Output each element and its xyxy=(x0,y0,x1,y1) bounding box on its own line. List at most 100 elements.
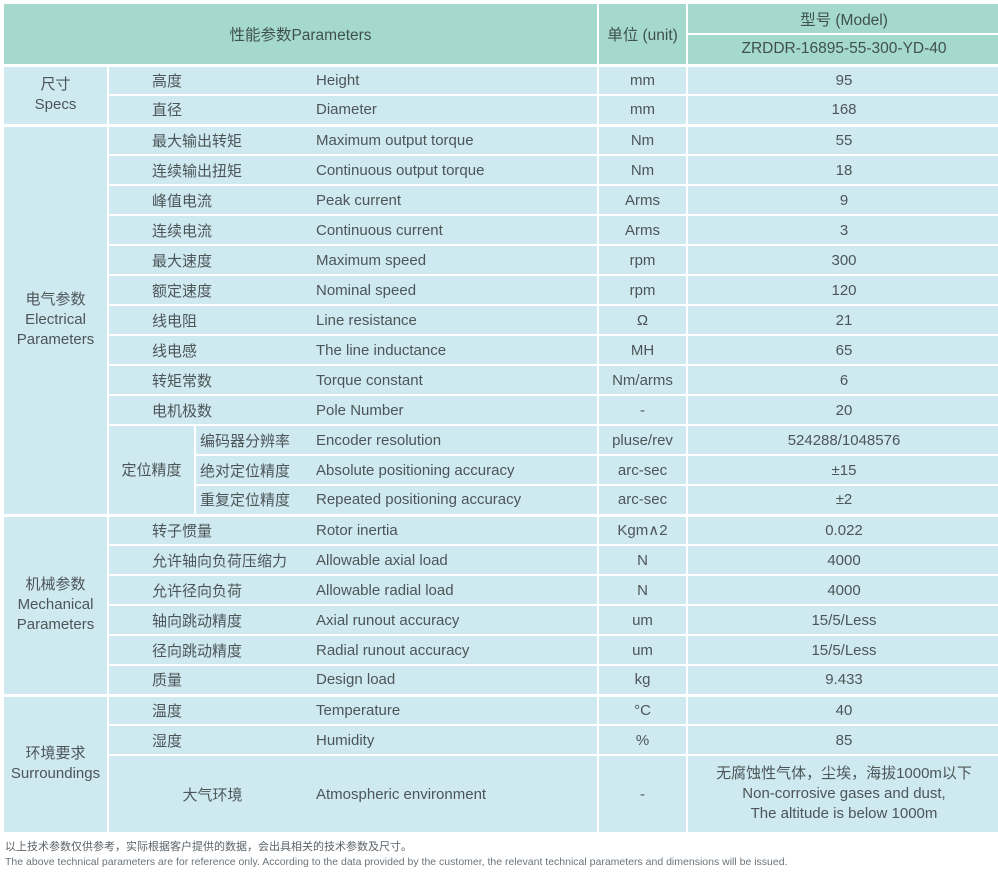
section-label-zh: 机械参数 xyxy=(25,576,86,594)
value-cell: 20 xyxy=(686,394,998,426)
param-label: 编码器分辨率 Encoder resolution xyxy=(196,430,597,451)
table-row: 允许径向负荷 Allowable radial load N 4000 xyxy=(3,574,998,606)
param-zh: 额定速度 xyxy=(152,282,213,300)
table-row: 最大速度 Maximum speed rpm 300 xyxy=(3,244,998,276)
value-cell: 4000 xyxy=(686,544,998,576)
param-label-cell: 线电阻 Line resistance xyxy=(107,304,599,336)
param-en: Axial runout accuracy xyxy=(316,611,460,629)
param-en: Pole Number xyxy=(316,401,404,419)
param-label: 允许轴向负荷压缩力 Allowable axial load xyxy=(109,550,597,571)
unit-cell: Nm/arms xyxy=(597,364,688,396)
table-row: 轴向跳动精度 Axial runout accuracy um 15/5/Less xyxy=(3,604,998,636)
param-en: Humidity xyxy=(316,731,375,749)
subgroup-label: 定位精度 xyxy=(107,424,196,516)
param-label-cell: 编码器分辨率 Encoder resolution xyxy=(194,424,599,456)
value-cell: 65 xyxy=(686,334,998,366)
section-header-surroundings: 环境要求 Surroundings xyxy=(2,693,109,834)
value-line: Non-corrosive gases and dust, xyxy=(742,785,946,803)
param-zh: 转矩常数 xyxy=(152,372,213,390)
param-label: 电机极数 Pole Number xyxy=(109,400,597,421)
footnote-zh: 以上技术参数仅供参考，实际根据客户提供的数据，会出具相关的技术参数及尺寸。 xyxy=(5,841,412,853)
table-row: 湿度 Humidity% 85 xyxy=(3,724,998,756)
param-en: Height xyxy=(316,71,360,89)
unit-cell: - xyxy=(597,754,688,834)
unit-cell: arc-sec xyxy=(597,454,688,486)
section-label-en: Parameters xyxy=(16,330,95,348)
param-zh: 温度 xyxy=(152,702,183,720)
param-en: Diameter xyxy=(316,101,377,119)
section-label-en: Mechanical xyxy=(17,596,94,614)
unit-cell: Arms xyxy=(597,184,688,216)
table-header: 性能参数Parameters 单位 (unit) 型号 (Model) ZRDD… xyxy=(2,2,998,66)
table-row: 连续输出扭矩 Continuous output torque Nm 18 xyxy=(3,154,998,186)
param-en: Torque constant xyxy=(316,371,423,389)
unit-cell: pluse/rev xyxy=(597,424,688,456)
param-label-cell: 连续输出扭矩 Continuous output torque xyxy=(107,154,599,186)
model-header: 型号 (Model) xyxy=(686,2,998,35)
param-en: Temperature xyxy=(316,701,401,719)
param-zh: 质量 xyxy=(152,672,183,690)
param-en: Encoder resolution xyxy=(316,431,442,449)
param-label: 转矩常数 Torque constant xyxy=(109,370,597,391)
unit-cell: mm xyxy=(597,94,688,126)
parameters-header: 性能参数Parameters xyxy=(2,2,599,66)
table-row: 绝对定位精度 Absolute positioning accuracy arc-s… xyxy=(3,454,998,486)
param-en: Nominal speed xyxy=(316,281,417,299)
param-label-cell: 允许径向负荷 Allowable radial load xyxy=(107,574,599,606)
param-label-cell: 峰值电流 Peak current xyxy=(107,184,599,216)
value-cell: 55 xyxy=(686,123,998,156)
table-row: 线电感 The line inductance MH 65 xyxy=(3,334,998,366)
table-row: 机械参数 Mechanical Parameters 转子惯量 Rotor inerti… xyxy=(2,513,998,696)
param-zh: 径向跳动精度 xyxy=(152,642,243,660)
param-zh: 轴向跳动精度 xyxy=(152,612,243,630)
unit-cell: Nm xyxy=(597,123,688,156)
unit-header: 单位 (unit) xyxy=(597,2,688,66)
table-row: 径向跳动精度 Radial runout accuracy um 15/5/Less xyxy=(3,634,998,666)
value-cell: 6 xyxy=(686,364,998,396)
section-header-mechanical: 机械参数 Mechanical Parameters xyxy=(2,513,109,696)
value-line: 无腐蚀性气体，尘埃，海拔1000m以下 xyxy=(716,765,972,783)
table-row: 尺寸 Specs 高度 Height mm 95 xyxy=(2,63,998,126)
param-label-cell: 最大输出转矩 Maximum output torque xyxy=(107,123,599,156)
table-row: 线电阻 Line resistance Ω 21 xyxy=(3,304,998,336)
param-label-cell: 直径 Diameter xyxy=(107,94,599,126)
param-label-cell: 连续电流 Continuous current xyxy=(107,214,599,246)
param-zh: 直径 xyxy=(152,102,183,120)
value-cell: ±15 xyxy=(686,454,998,486)
param-zh: 编码器分辨率 xyxy=(200,432,291,450)
param-zh: 最大速度 xyxy=(152,252,213,270)
param-label: 重复定位精度 Repeated positioning accuracy xyxy=(196,489,597,510)
unit-cell: Kgm∧2 xyxy=(597,513,688,546)
param-en: The line inductance xyxy=(316,341,447,359)
value-cell: 4000 xyxy=(686,574,998,606)
param-zh: 线电阻 xyxy=(152,312,198,330)
param-label-cell: 最大速度 Maximum speed xyxy=(107,244,599,276)
unit-cell: °C xyxy=(597,693,688,726)
param-label: 轴向跳动精度 Axial runout accuracy xyxy=(109,610,597,631)
param-en: Allowable radial load xyxy=(316,581,454,599)
param-zh: 重复定位精度 xyxy=(200,492,291,510)
value-cell: 15/5/Less xyxy=(686,634,998,666)
table-row: 环境要求 Surroundings 温度 Temperature °C 40 xyxy=(2,693,998,834)
param-label: 径向跳动精度 Radial runout accuracy xyxy=(109,640,597,661)
param-label: 转子惯量 Rotor inertia xyxy=(109,520,597,541)
param-zh: 湿度 xyxy=(152,732,183,750)
param-label: 峰值电流 Peak current xyxy=(109,190,597,211)
table-row: 重复定位精度 Repeated positioning accuracy arc-s… xyxy=(3,484,998,516)
value-cell: 0.022 xyxy=(686,513,998,546)
value-cell: 300 xyxy=(686,244,998,276)
section-label-en: Parameters xyxy=(16,615,95,633)
param-en: Atmospheric environment xyxy=(316,785,487,803)
table-row: 电气参数 Electrical Parameters 最大输出转矩 Maximum ou… xyxy=(2,123,998,516)
value-cell: 18 xyxy=(686,154,998,186)
param-label-cell: 转子惯量 Rotor inertia xyxy=(107,513,599,546)
param-zh: 允许轴向负荷压缩力 xyxy=(152,552,288,570)
param-zh: 电机极数 xyxy=(152,402,213,420)
value-cell: 无腐蚀性气体，尘埃，海拔1000m以下 Non-corrosive gases a… xyxy=(686,754,998,834)
param-en: Continuous output torque xyxy=(316,161,485,179)
value-cell: ±2 xyxy=(686,484,998,516)
param-en: Radial runout accuracy xyxy=(316,641,470,659)
param-en: Peak current xyxy=(316,191,402,209)
unit-cell: kg xyxy=(597,664,688,696)
value-cell: 9.433 xyxy=(686,664,998,696)
